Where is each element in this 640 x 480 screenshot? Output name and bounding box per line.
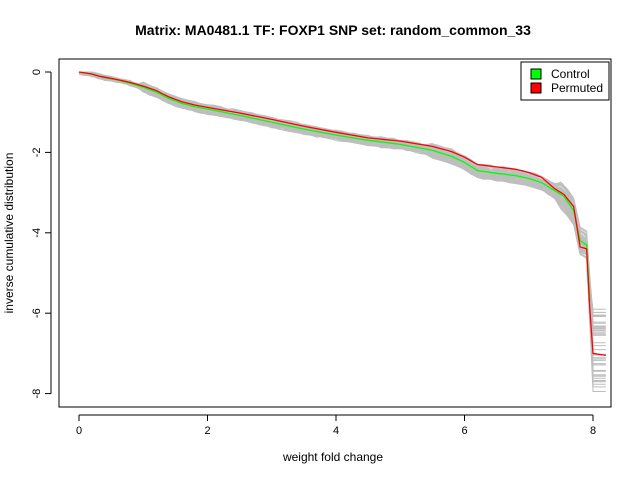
background-run-line (78, 71, 606, 379)
x-tick-label: 8 (590, 425, 596, 437)
background-runs (78, 71, 606, 392)
background-run-line (78, 71, 606, 383)
background-run-line (78, 71, 606, 361)
background-run-line (78, 73, 606, 392)
y-tick-label: -6 (31, 308, 43, 318)
y-axis: 0 -2 -4 -6 -8 (31, 69, 52, 399)
series-line-control (78, 71, 591, 302)
background-run-line (78, 71, 606, 366)
background-run-line (78, 71, 606, 366)
legend-swatch-permuted (530, 82, 542, 94)
x-tick-label: 0 (76, 425, 82, 437)
background-run-line (78, 73, 606, 351)
background-run-line (78, 71, 606, 336)
background-run-line (78, 71, 606, 324)
background-run-line (78, 71, 606, 382)
background-run-line (79, 71, 606, 328)
x-tick-label: 2 (204, 425, 210, 437)
background-run-line (78, 71, 606, 377)
background-run-line (78, 73, 606, 388)
background-run-line (78, 71, 606, 328)
background-run-line (78, 72, 606, 381)
background-run-line (78, 71, 606, 361)
background-run-line (78, 71, 606, 336)
background-run-line (78, 71, 606, 359)
background-run-line (78, 72, 606, 331)
background-run-line (78, 72, 606, 347)
background-run-line (78, 72, 606, 336)
y-tick-label: -2 (31, 148, 43, 158)
background-run-line (78, 71, 606, 317)
background-run-line (78, 71, 606, 323)
background-run-line (78, 72, 606, 355)
series-lines (78, 71, 606, 357)
background-run-line (78, 71, 606, 359)
legend-box (520, 61, 610, 101)
series-line-permuted (78, 71, 606, 357)
background-run-line (78, 71, 606, 355)
legend-label-permuted: Permuted (551, 81, 603, 95)
background-run-line (78, 72, 606, 377)
chart-title: Matrix: MA0481.1 TF: FOXP1 SNP set: rand… (135, 22, 531, 38)
y-tick-label: -4 (31, 228, 43, 238)
y-axis-label: inverse cumulative distribution (2, 153, 16, 314)
background-run-line (78, 71, 606, 371)
background-run-line (78, 71, 606, 327)
plot-frame (58, 58, 612, 408)
background-run-line (78, 72, 606, 372)
background-run-line (78, 71, 606, 332)
x-tick-label: 4 (333, 425, 339, 437)
background-run-line (79, 71, 606, 376)
legend-swatch-control (530, 68, 542, 80)
background-run-line (78, 72, 606, 317)
background-run-line (78, 73, 606, 385)
background-run-line (78, 72, 606, 335)
background-run-line (78, 72, 606, 313)
background-run-line (78, 73, 606, 336)
background-run-line (78, 71, 606, 328)
background-run-line (78, 71, 606, 313)
legend-label-control: Control (551, 67, 590, 81)
background-run-line (78, 71, 606, 372)
x-axis: 0 2 4 6 8 (76, 414, 596, 437)
background-run-line (79, 73, 606, 329)
background-run-line (78, 72, 606, 317)
background-run-line (79, 71, 606, 365)
background-run-line (78, 71, 606, 333)
x-tick-label: 6 (461, 425, 467, 437)
y-tick-label: -8 (31, 389, 43, 399)
background-run-line (79, 71, 606, 317)
background-run-line (78, 73, 606, 344)
background-run-line (78, 72, 606, 310)
background-run-line (78, 71, 606, 356)
x-axis-label: weight fold change (282, 450, 383, 464)
y-tick-label: 0 (31, 69, 43, 75)
background-run-line (78, 73, 606, 330)
background-run-line (78, 73, 606, 316)
